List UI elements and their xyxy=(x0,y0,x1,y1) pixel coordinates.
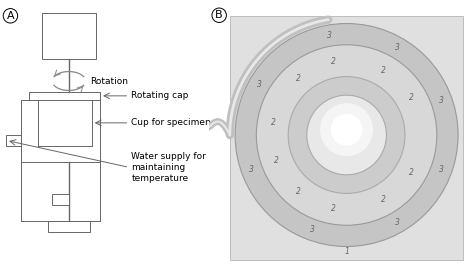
Text: 2: 2 xyxy=(271,118,276,127)
Text: 3: 3 xyxy=(310,225,315,234)
Text: 2: 2 xyxy=(409,93,413,102)
Text: 1: 1 xyxy=(344,247,349,256)
Text: 3: 3 xyxy=(394,43,400,52)
Circle shape xyxy=(256,45,437,225)
Text: 3: 3 xyxy=(439,165,444,174)
Text: 2: 2 xyxy=(331,204,336,213)
Text: 2: 2 xyxy=(409,168,413,177)
Circle shape xyxy=(235,23,458,247)
Text: 2: 2 xyxy=(274,156,279,165)
Circle shape xyxy=(331,114,363,146)
Bar xyxy=(42,14,96,59)
Bar xyxy=(230,16,464,260)
Text: 3: 3 xyxy=(327,31,331,40)
Text: Rotating cap: Rotating cap xyxy=(131,91,189,100)
Bar xyxy=(52,194,69,205)
Text: 2: 2 xyxy=(331,57,336,66)
Bar xyxy=(29,92,100,100)
Text: B: B xyxy=(215,10,223,20)
Text: 2: 2 xyxy=(296,187,301,197)
Text: 2: 2 xyxy=(296,73,301,83)
Text: 3: 3 xyxy=(394,218,400,227)
Bar xyxy=(48,221,90,232)
Text: 3: 3 xyxy=(257,80,262,89)
Text: 2: 2 xyxy=(381,66,386,75)
Bar xyxy=(6,135,21,146)
Circle shape xyxy=(256,45,437,225)
Text: 2: 2 xyxy=(381,195,386,204)
Circle shape xyxy=(320,103,373,156)
Text: A: A xyxy=(7,11,14,21)
Circle shape xyxy=(307,95,386,175)
Circle shape xyxy=(288,77,405,193)
Text: Water supply for
maintaining
temperature: Water supply for maintaining temperature xyxy=(131,152,206,183)
Text: 3: 3 xyxy=(439,96,444,105)
Text: 3: 3 xyxy=(249,165,254,174)
Text: Cup for specimen: Cup for specimen xyxy=(131,118,211,127)
Text: Rotation: Rotation xyxy=(90,76,128,86)
